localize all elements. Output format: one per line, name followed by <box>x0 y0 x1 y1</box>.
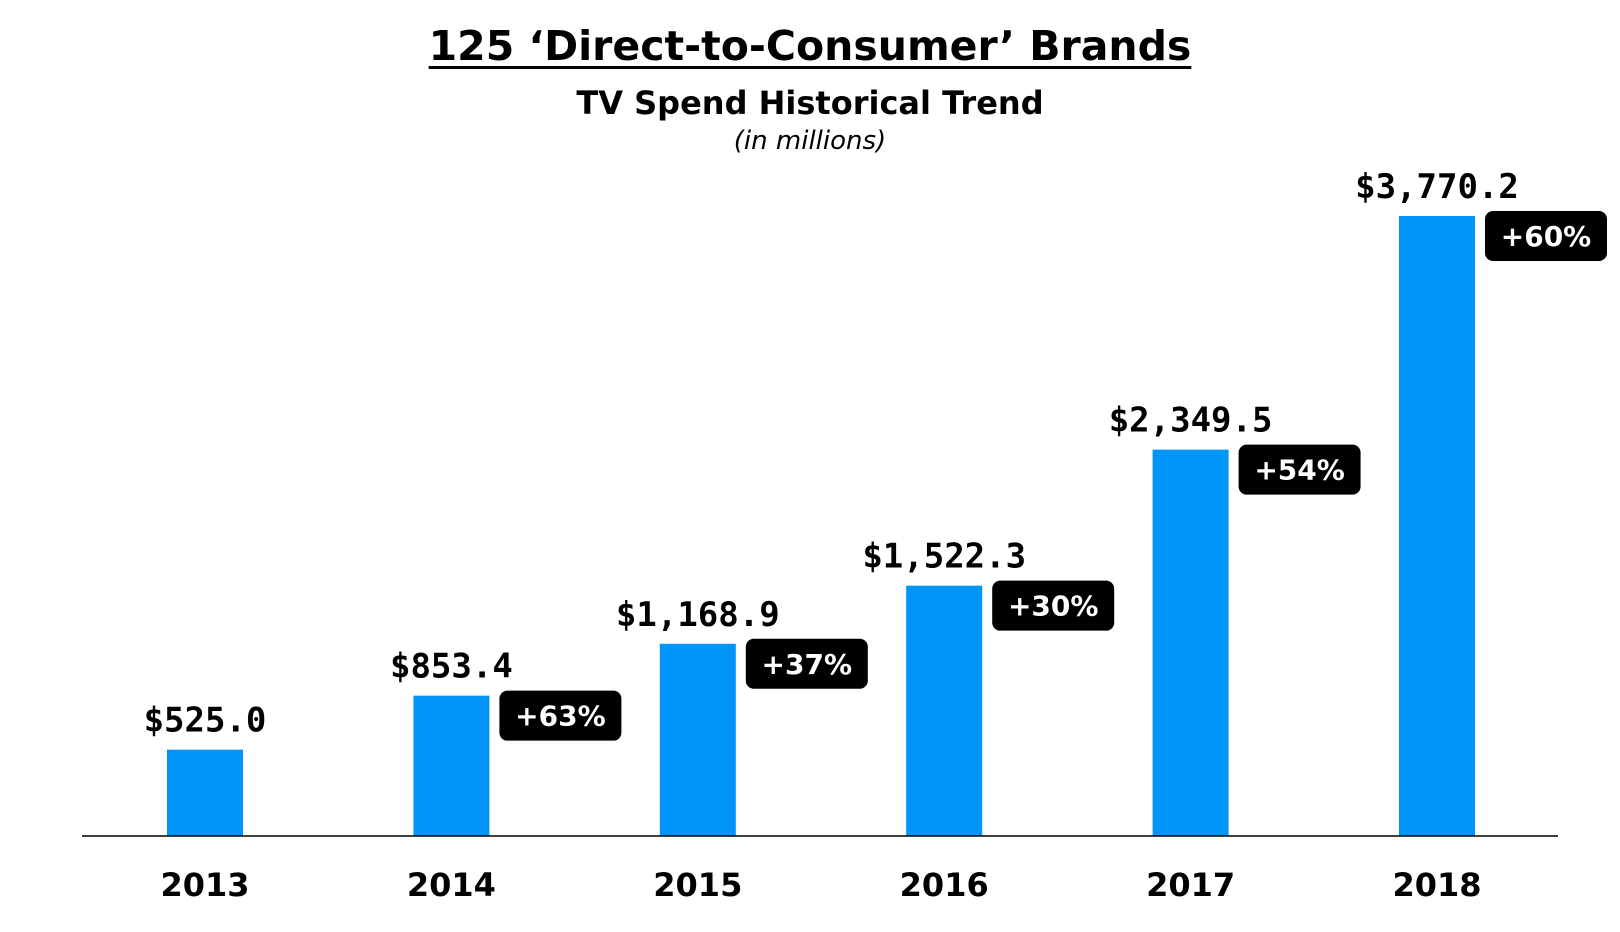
growth-label-2014: +63% <box>515 700 605 733</box>
growth-badge-2014 <box>499 690 622 741</box>
chart-title-text: 125 ‘Direct-to-Consumer’ Brands <box>428 22 1192 70</box>
value-label-2017: $2,349.5 <box>1109 401 1273 441</box>
growth-label-2015: +37% <box>762 648 852 681</box>
value-label-2013: $525.0 <box>144 701 267 741</box>
value-label-2016: $1,522.3 <box>862 537 1026 577</box>
x-tick-label-2014: 2014 <box>407 866 496 904</box>
x-tick-label-2018: 2018 <box>1392 866 1481 904</box>
chart-units: (in millions) <box>733 126 887 156</box>
growth-label-2017: +54% <box>1254 454 1344 487</box>
bar-2013 <box>167 749 243 836</box>
bar-2015 <box>659 643 736 836</box>
value-label-2015: $1,168.9 <box>616 595 780 635</box>
x-tick-label-2016: 2016 <box>900 866 989 904</box>
value-label-2018: $3,770.2 <box>1355 167 1519 207</box>
growth-badge-2015 <box>745 638 868 689</box>
bar-2016 <box>906 585 983 836</box>
chart-subtitle: TV Spend Historical Trend <box>576 84 1044 122</box>
x-tick-label-2017: 2017 <box>1146 866 1235 904</box>
bar-2014 <box>413 695 490 836</box>
growth-badge-2016 <box>992 580 1115 631</box>
growth-badge-2018 <box>1485 211 1607 261</box>
growth-label-2016: +30% <box>1008 590 1098 623</box>
bar-2017 <box>1152 449 1229 836</box>
bar-2018 <box>1399 216 1475 836</box>
value-label-2014: $853.4 <box>390 647 513 687</box>
x-tick-label-2013: 2013 <box>160 866 249 904</box>
chart-title: 125 ‘Direct-to-Consumer’ Brands <box>0 22 1620 70</box>
growth-label-2018: +60% <box>1501 220 1591 253</box>
x-tick-label-2015: 2015 <box>653 866 742 904</box>
growth-badge-2017 <box>1238 444 1361 495</box>
